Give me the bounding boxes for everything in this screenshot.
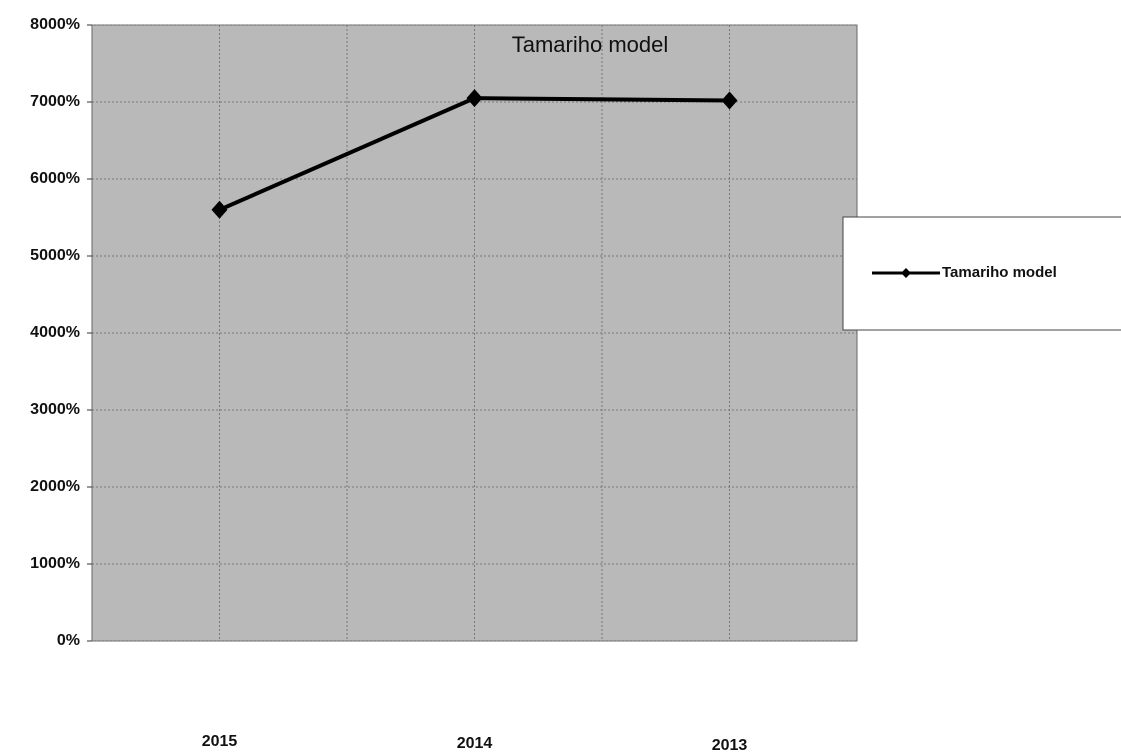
y-tick-label: 2000% xyxy=(30,478,80,495)
y-tick-label: 8000% xyxy=(30,16,80,33)
x-tick-label: 2015 xyxy=(202,733,238,750)
y-tick-label: 7000% xyxy=(30,93,80,110)
y-tick-label: 1000% xyxy=(30,555,80,572)
marker xyxy=(721,91,738,110)
chart-title: Tamariho model xyxy=(512,32,669,57)
marker xyxy=(211,200,228,219)
y-tick-label: 4000% xyxy=(30,324,80,341)
x-tick-label: 2014 xyxy=(457,735,493,752)
x-tick-label: 2013 xyxy=(712,737,748,754)
marker xyxy=(466,89,483,108)
y-tick-label: 0% xyxy=(57,632,80,649)
y-tick-label: 3000% xyxy=(30,401,80,418)
y-tick-label: 6000% xyxy=(30,170,80,187)
legend-label: Tamariho model xyxy=(942,264,1057,281)
y-tick-label: 5000% xyxy=(30,247,80,264)
legend-marker xyxy=(901,268,911,278)
